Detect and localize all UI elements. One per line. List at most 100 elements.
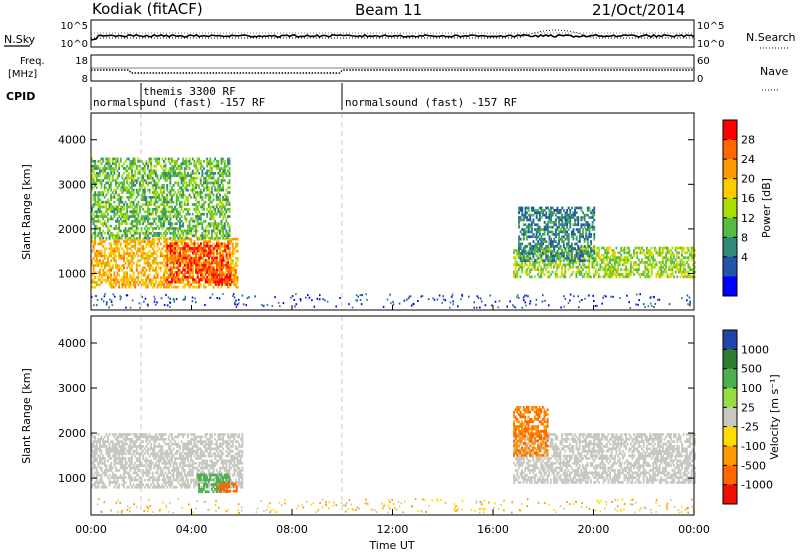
heatmap-cell [689, 253, 691, 257]
heatmap-cell [195, 251, 198, 255]
heatmap-cell [542, 233, 544, 236]
heatmap-cell [216, 266, 218, 269]
heatmap-cell [201, 164, 204, 168]
heatmap-cell [634, 251, 637, 255]
heatmap-cell [92, 242, 95, 246]
heatmap-cell [126, 217, 129, 221]
heatmap-cell [158, 237, 161, 241]
heatmap-cell [99, 271, 101, 275]
heatmap-cell [94, 181, 97, 185]
heatmap-cell [690, 246, 693, 250]
heatmap-cell [108, 457, 111, 460]
heatmap-cell [610, 253, 613, 257]
heatmap-cell [108, 276, 111, 279]
heatmap-cell [558, 218, 560, 222]
heatmap-cell [559, 237, 562, 241]
heatmap-cell [204, 273, 207, 277]
heatmap-cell [190, 256, 193, 260]
heatmap-cell [167, 215, 170, 218]
heatmap-cell [131, 227, 133, 230]
heatmap-cell [546, 245, 549, 248]
heatmap-cell [99, 461, 101, 465]
heatmap-cell [233, 252, 236, 255]
heatmap-cell [119, 188, 122, 192]
heatmap-cell [585, 221, 588, 224]
heatmap-cell [522, 296, 525, 299]
heatmap-cell [228, 181, 231, 185]
heatmap-cell [91, 461, 93, 465]
heatmap-cell [161, 186, 164, 190]
heatmap-cell [91, 261, 93, 265]
heatmap-cell [661, 273, 664, 276]
heatmap-cell [206, 278, 209, 281]
heatmap-cell [151, 259, 154, 263]
heatmap-cell [105, 452, 108, 455]
heatmap-cell [529, 252, 532, 255]
heatmap-cell [209, 271, 212, 274]
heatmap-cell [158, 205, 161, 209]
heatmap-cell [119, 198, 122, 202]
heatmap-cell [187, 188, 189, 192]
heatmap-cell [530, 206, 533, 210]
heatmap-cell [124, 160, 127, 163]
heatmap-cell [139, 234, 141, 238]
heatmap-cell [169, 249, 172, 253]
heatmap-cell [169, 273, 172, 277]
heatmap-cell [200, 271, 202, 274]
heatmap-cell [95, 445, 98, 448]
heatmap-cell [607, 249, 610, 252]
heatmap-cell [580, 218, 583, 222]
heatmap-cell [647, 251, 650, 255]
heatmap-cell [110, 266, 113, 270]
heatmap-cell [207, 205, 210, 209]
heatmap-cell [97, 179, 100, 182]
heatmap-cell [155, 227, 157, 230]
heatmap-cell [143, 198, 146, 202]
heatmap-cell [190, 188, 193, 192]
heatmap-cell [180, 220, 183, 223]
heatmap-cell [219, 215, 221, 218]
heatmap-cell [129, 254, 132, 258]
heatmap-cell [121, 281, 124, 284]
heatmap-cell [612, 273, 615, 276]
heatmap-cell [135, 269, 138, 272]
heatmap-cell [187, 280, 190, 284]
heatmap-cell [236, 285, 239, 289]
heatmap-cell [195, 172, 197, 175]
heatmap-cell [102, 236, 105, 240]
heatmap-cell [126, 232, 129, 235]
heatmap-cell [220, 285, 223, 289]
heatmap-cell [184, 249, 186, 253]
heatmap-cell [214, 188, 217, 192]
heatmap-cell [199, 215, 202, 218]
heatmap-cell [123, 229, 125, 233]
heatmap-cell [131, 245, 133, 248]
heatmap-cell [232, 295, 234, 297]
heatmap-cell [180, 271, 183, 274]
heatmap-cell [220, 263, 223, 267]
heatmap-cell [551, 230, 554, 234]
heatmap-cell [190, 176, 193, 180]
heatmap-cell [550, 225, 552, 229]
heatmap-cell [216, 251, 218, 255]
heatmap-cell [164, 266, 167, 270]
heatmap-cell [196, 269, 199, 272]
heatmap-cell [517, 265, 520, 269]
heatmap-cell [110, 203, 113, 206]
heatmap-cell [161, 167, 164, 170]
heatmap-cell [526, 206, 528, 210]
heatmap-cell [538, 233, 541, 236]
heatmap-cell [526, 237, 528, 241]
heatmap-cell [99, 437, 101, 441]
heatmap-cell [155, 271, 157, 275]
heatmap-cell [110, 247, 113, 251]
heatmap-cell [166, 278, 169, 281]
heatmap-cell [182, 191, 185, 194]
heatmap-cell [169, 205, 172, 209]
heatmap-cell [588, 265, 591, 269]
heatmap-cell [115, 236, 117, 240]
heatmap-cell [217, 285, 220, 289]
heatmap-cell [174, 278, 177, 282]
heatmap-cell [193, 162, 196, 166]
heatmap-cell [115, 160, 117, 163]
